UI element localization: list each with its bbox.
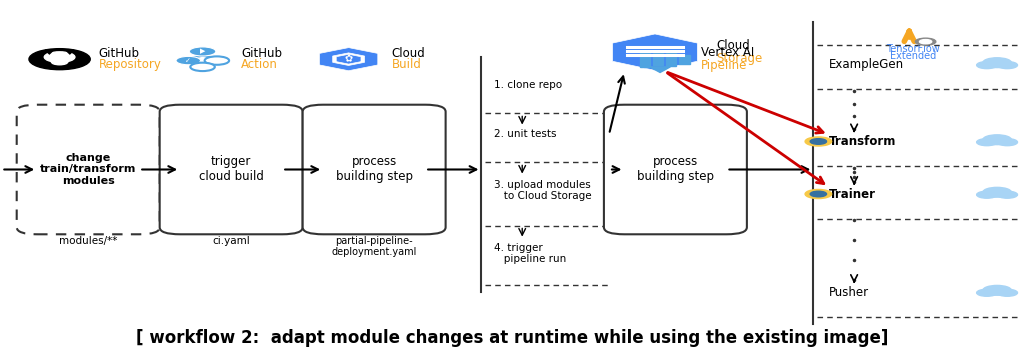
Circle shape <box>805 190 831 199</box>
Polygon shape <box>66 50 74 54</box>
Text: Cloud: Cloud <box>391 47 425 60</box>
Circle shape <box>29 49 90 70</box>
Circle shape <box>44 52 75 62</box>
Circle shape <box>810 139 826 144</box>
Bar <box>680 55 690 64</box>
Bar <box>640 52 650 66</box>
Circle shape <box>983 286 1012 295</box>
Circle shape <box>983 187 1012 197</box>
Text: partial-pipeline-
deployment.yaml: partial-pipeline- deployment.yaml <box>332 236 417 257</box>
Text: Storage: Storage <box>716 52 763 65</box>
Text: change
train/transform
modules: change train/transform modules <box>40 153 136 186</box>
Polygon shape <box>336 54 361 64</box>
Circle shape <box>920 40 932 44</box>
Circle shape <box>205 56 229 65</box>
FancyBboxPatch shape <box>604 105 746 234</box>
Polygon shape <box>319 48 378 71</box>
Circle shape <box>190 63 215 71</box>
Text: [ workflow 2:  adapt module changes at runtime while using the existing image]: [ workflow 2: adapt module changes at ru… <box>136 329 888 347</box>
Text: ✓: ✓ <box>185 58 191 64</box>
FancyBboxPatch shape <box>160 105 303 234</box>
Polygon shape <box>650 67 671 72</box>
Text: modules/**: modules/** <box>59 236 118 246</box>
Circle shape <box>51 59 68 65</box>
Text: process
building step: process building step <box>336 155 413 184</box>
Polygon shape <box>45 50 53 54</box>
Bar <box>653 53 664 65</box>
Text: Repository: Repository <box>98 58 161 71</box>
Circle shape <box>805 137 831 146</box>
Text: 4. trigger
   pipeline run: 4. trigger pipeline run <box>494 243 566 264</box>
Text: TensorFlow: TensorFlow <box>887 44 940 54</box>
Circle shape <box>915 38 936 45</box>
Circle shape <box>977 191 997 198</box>
Text: Vertex AI: Vertex AI <box>700 46 755 59</box>
Text: Trainer: Trainer <box>828 187 876 201</box>
Text: 2. unit tests: 2. unit tests <box>494 130 556 139</box>
Circle shape <box>997 62 1018 68</box>
Text: ✿: ✿ <box>344 54 352 64</box>
Text: GitHub: GitHub <box>98 47 139 60</box>
Text: 1. clone repo: 1. clone repo <box>494 80 562 90</box>
Circle shape <box>983 135 1012 145</box>
Circle shape <box>977 139 997 146</box>
Text: Action: Action <box>242 58 279 71</box>
FancyBboxPatch shape <box>303 105 445 234</box>
Text: GitHub: GitHub <box>242 47 283 60</box>
Text: process
building step: process building step <box>637 155 714 184</box>
Text: ci.yaml: ci.yaml <box>212 236 250 246</box>
Circle shape <box>997 289 1018 296</box>
Text: 🛡: 🛡 <box>345 54 352 64</box>
Text: ▶: ▶ <box>200 48 205 54</box>
Circle shape <box>810 191 826 197</box>
Text: trigger
cloud build: trigger cloud build <box>199 155 263 184</box>
Text: Transform: Transform <box>828 135 896 148</box>
Polygon shape <box>612 34 697 70</box>
Circle shape <box>977 289 997 296</box>
Circle shape <box>983 58 1012 67</box>
Circle shape <box>189 47 216 56</box>
Circle shape <box>997 191 1018 198</box>
Text: Build: Build <box>391 58 421 71</box>
Text: Cloud: Cloud <box>716 40 750 52</box>
Circle shape <box>977 62 997 68</box>
Text: Pipeline: Pipeline <box>700 59 748 72</box>
FancyBboxPatch shape <box>16 105 160 234</box>
Bar <box>667 53 677 66</box>
Text: Extended: Extended <box>890 51 937 61</box>
Text: ⬡: ⬡ <box>339 49 358 69</box>
Text: 3. upload modules
   to Cloud Storage: 3. upload modules to Cloud Storage <box>494 180 591 201</box>
Circle shape <box>176 56 201 65</box>
Text: Pusher: Pusher <box>828 286 868 299</box>
Polygon shape <box>333 53 365 65</box>
Text: ExampleGen: ExampleGen <box>828 58 904 71</box>
Circle shape <box>997 139 1018 146</box>
